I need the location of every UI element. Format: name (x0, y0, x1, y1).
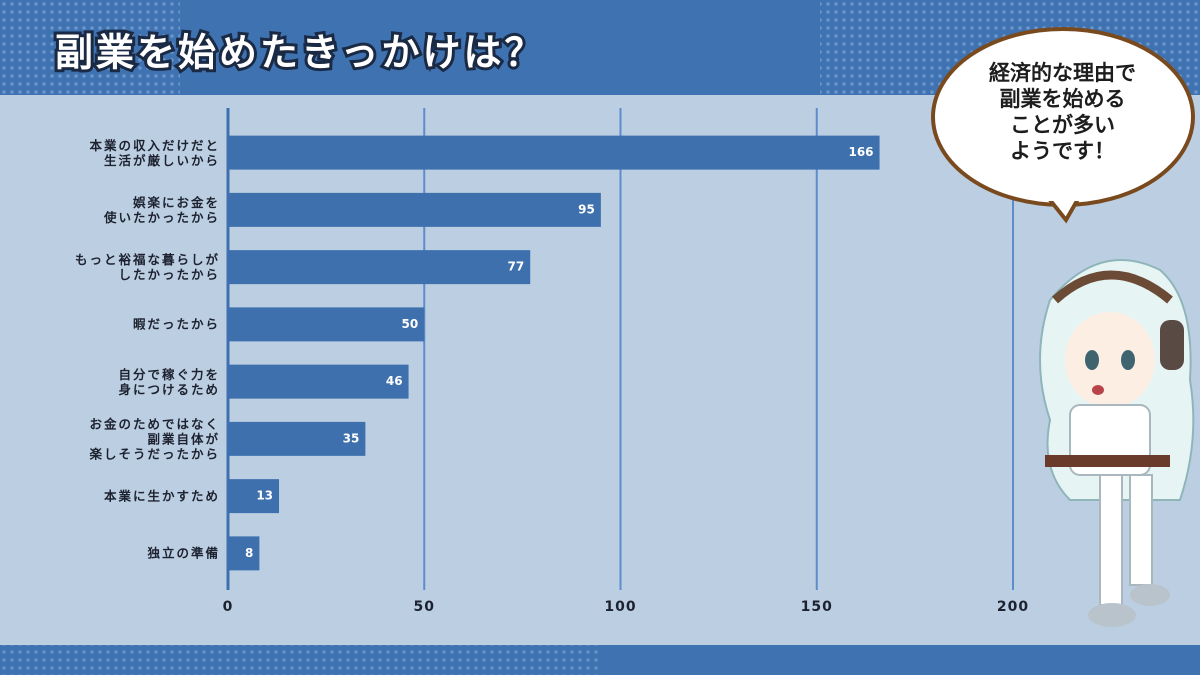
value-label: 50 (402, 317, 419, 331)
y-tick-label: 独立の準備 (147, 545, 220, 561)
value-label: 95 (578, 202, 595, 216)
value-label: 46 (386, 374, 403, 388)
chart-title: 副業を始めたきっかけは？ (55, 31, 545, 75)
x-tick-label: 50 (414, 599, 435, 615)
bar (228, 536, 260, 571)
header-dots (0, 0, 180, 95)
bar (228, 307, 425, 342)
x-tick-label: 150 (801, 599, 833, 615)
y-tick-label: 本業の収入だけだと 生活が厳しいから (89, 137, 220, 168)
bar (228, 421, 366, 456)
bar (228, 135, 880, 170)
footer-dots (0, 645, 600, 675)
x-tick-label: 200 (997, 599, 1029, 615)
character (1039, 259, 1195, 627)
bubble-tail-cover (1045, 195, 1083, 201)
annotation: 経済的な理由で 副業を始める ことが多い ようです！ (989, 61, 1136, 163)
bar (228, 250, 531, 285)
bar (228, 192, 601, 227)
y-tick-label: 本業に生かすため (103, 488, 220, 504)
bar (228, 364, 409, 399)
y-tick-label: お金のためではなく 副業自体が 楽しそうだったから (89, 416, 220, 462)
y-tick-label: 娯楽にお金を 使いたかったから (103, 194, 220, 225)
value-label: 8 (245, 546, 253, 560)
value-label: 35 (343, 431, 360, 445)
bubble-tail (1048, 198, 1080, 224)
x-tick-label: 0 (223, 599, 234, 615)
y-tick-label: もっと裕福な暮らしが したかったから (74, 252, 220, 283)
y-tick-label: 自分で稼ぐ力を 身につけるため (118, 366, 220, 397)
bar (228, 479, 280, 514)
value-label: 77 (508, 260, 525, 274)
value-label: 166 (848, 145, 873, 159)
x-tick-label: 100 (604, 599, 636, 615)
value-label: 13 (256, 489, 273, 503)
y-tick-label: 暇だったから (132, 316, 220, 332)
